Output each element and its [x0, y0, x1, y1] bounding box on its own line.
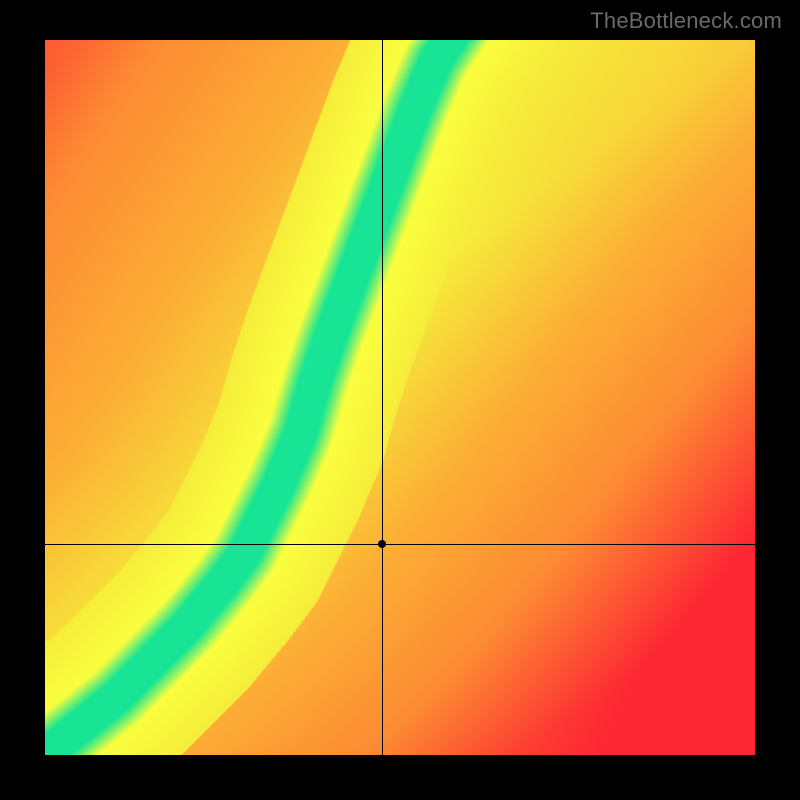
crosshair-horizontal: [45, 544, 755, 545]
watermark-text: TheBottleneck.com: [590, 8, 782, 34]
plot-area: [45, 40, 755, 755]
crosshair-vertical: [382, 40, 383, 755]
heatmap-canvas: [45, 40, 755, 755]
crosshair-dot: [378, 540, 386, 548]
chart-container: TheBottleneck.com: [0, 0, 800, 800]
